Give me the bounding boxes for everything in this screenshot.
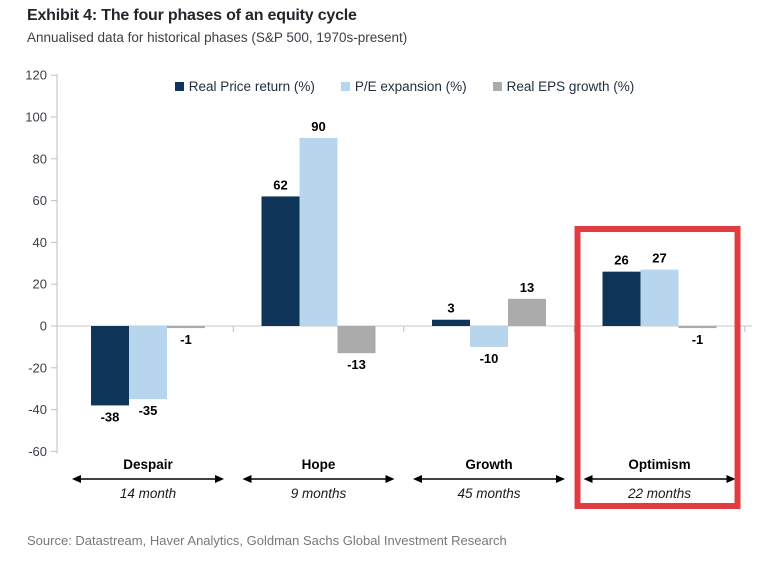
- phase-duration-label: 45 months: [457, 486, 520, 501]
- legend-label: Real Price return (%): [188, 79, 315, 94]
- source-note: Source: Datastream, Haver Analytics, Gol…: [27, 533, 507, 548]
- y-tick-label: 120: [25, 68, 47, 83]
- phase-arrow-left-head: [583, 475, 593, 483]
- phase-arrow-right-head: [385, 475, 395, 483]
- y-tick-label: 60: [33, 193, 47, 208]
- bar-value-label: 13: [520, 280, 534, 295]
- phase-arrow-left-head: [242, 475, 252, 483]
- legend-label: P/E expansion (%): [354, 79, 467, 94]
- legend-label: Real EPS growth (%): [506, 79, 635, 94]
- phase-label: Despair: [123, 457, 173, 472]
- legend-swatch-icon: [174, 82, 184, 91]
- legend-swatch-icon: [340, 82, 350, 91]
- y-tick-label: -20: [28, 360, 47, 375]
- phase-arrow-left-head: [72, 475, 81, 483]
- bar-despair-series2: [167, 326, 205, 329]
- bar-value-label: -10: [480, 351, 499, 366]
- bar-despair-series1: [129, 326, 167, 400]
- bar-value-label: -1: [692, 332, 704, 347]
- bar-value-label: -1: [180, 332, 192, 347]
- phase-duration-label: 14 month: [120, 486, 176, 501]
- bar-despair-series0: [91, 326, 129, 406]
- bar-optimism-series0: [602, 271, 641, 326]
- bar-value-label: 26: [614, 253, 628, 268]
- legend-item: Real EPS growth (%): [492, 79, 635, 94]
- chart-legend: Real Price return (%) P/E expansion (%) Re…: [57, 79, 752, 94]
- bar-value-label: -13: [347, 357, 366, 372]
- y-tick-label: 80: [33, 151, 47, 166]
- bar-hope-series1: [299, 137, 338, 326]
- bar-growth-series0: [432, 319, 470, 326]
- phase-label: Optimism: [628, 457, 690, 472]
- bar-value-label: -38: [101, 409, 120, 424]
- y-tick-label: -40: [28, 402, 47, 417]
- bar-optimism-series1: [640, 269, 679, 326]
- bar-value-label: 90: [311, 119, 325, 134]
- bar-value-label: 62: [273, 177, 287, 192]
- bar-optimism-series2: [678, 326, 717, 329]
- phase-arrow-right-head: [215, 475, 224, 483]
- bar-growth-series1: [470, 326, 508, 347]
- highlight-rectangle: [574, 226, 741, 509]
- phase-duration-label: 22 months: [627, 486, 691, 501]
- y-tick-label: -60: [28, 444, 47, 459]
- bar-hope-series2: [337, 326, 376, 354]
- bar-value-label: -35: [139, 403, 158, 418]
- page-title: Exhibit 4: The four phases of an equity …: [27, 7, 357, 24]
- legend-item: P/E expansion (%): [340, 79, 467, 94]
- bar-hope-series0: [261, 196, 300, 326]
- phase-arrow-right-head: [726, 475, 736, 483]
- y-tick-label: 40: [33, 235, 47, 250]
- phase-arrow-left-head: [413, 475, 422, 483]
- phase-label: Growth: [465, 457, 512, 472]
- page-subtitle: Annualised data for historical phases (S…: [27, 30, 408, 45]
- bar-value-label: 27: [652, 251, 666, 266]
- bar-value-label: 3: [447, 301, 454, 316]
- y-tick-label: 100: [25, 110, 47, 125]
- y-tick-label: 0: [40, 319, 47, 334]
- legend-swatch-icon: [492, 82, 502, 91]
- phase-arrow-right-head: [556, 475, 565, 483]
- bar-growth-series2: [508, 298, 546, 326]
- phase-label: Hope: [302, 457, 336, 472]
- legend-item: Real Price return (%): [174, 79, 315, 94]
- y-tick-label: 20: [33, 277, 47, 292]
- phase-duration-label: 9 months: [291, 486, 347, 501]
